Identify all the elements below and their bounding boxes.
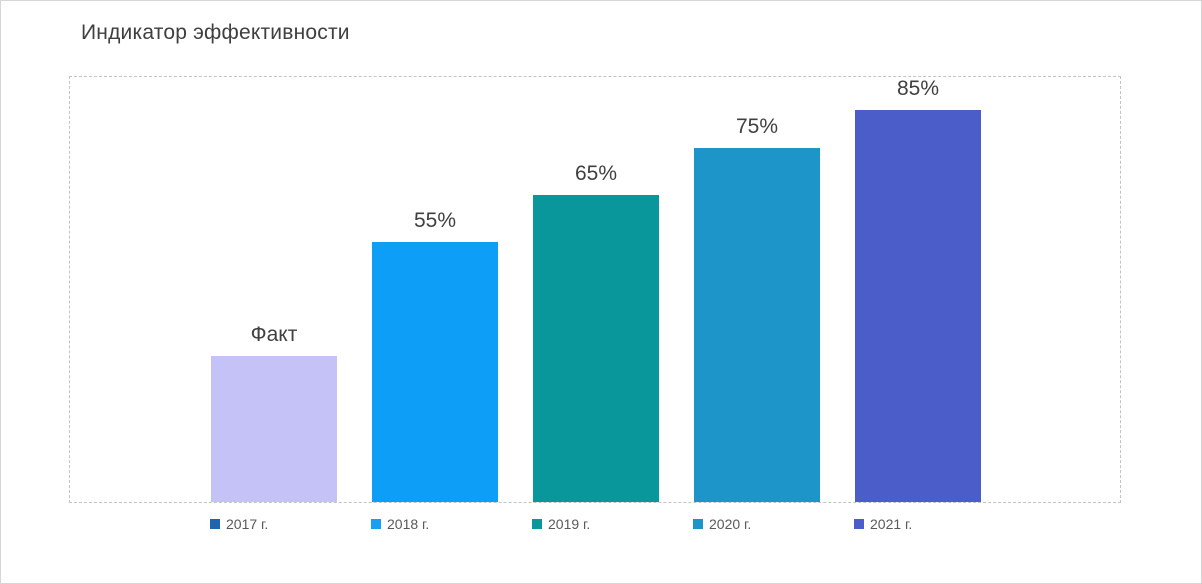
bar-value-label-2017: Факт [250, 322, 298, 346]
legend-label-2020: 2020 г. [709, 516, 752, 532]
legend-item-2018: 2018 г. [371, 516, 497, 532]
legend-label-2021: 2021 г. [870, 516, 913, 532]
bar-value-label-2019: 65% [574, 162, 618, 186]
legend-label-2017: 2017 г. [226, 516, 269, 532]
bar-group-2018: 55% [372, 77, 498, 502]
legend-label-2019: 2019 г. [548, 516, 591, 532]
legend-item-2020: 2020 г. [693, 516, 819, 532]
legend-swatch-icon [693, 519, 703, 529]
legend-swatch-icon [532, 519, 542, 529]
bar-value-label-2018: 55% [413, 209, 457, 233]
plot-area: Факт 55% 65% 75% 85% [69, 76, 1121, 503]
bar-group-2021: 85% [855, 77, 981, 502]
legend-item-2017: 2017 г. [210, 516, 336, 532]
chart-title: Индикатор эффективности [81, 21, 350, 44]
bar-value-label-2020: 75% [735, 114, 779, 138]
legend-item-2021: 2021 г. [854, 516, 980, 532]
bar-value-label-2021: 85% [896, 77, 940, 100]
bar-group-2019: 65% [533, 77, 659, 502]
chart-legend: 2017 г. 2018 г. 2019 г. 2020 г. 2021 г. [69, 516, 1121, 532]
legend-swatch-icon [854, 519, 864, 529]
legend-swatch-icon [210, 519, 220, 529]
bar-group-2020: 75% [694, 77, 820, 502]
legend-item-2019: 2019 г. [532, 516, 658, 532]
bar-group-2017: Факт [211, 77, 337, 502]
bar-2019 [533, 195, 659, 502]
bar-2021 [855, 110, 981, 502]
bar-2018 [372, 242, 498, 502]
bar-2017 [211, 355, 337, 502]
bar-2020 [694, 147, 820, 502]
legend-swatch-icon [371, 519, 381, 529]
legend-label-2018: 2018 г. [387, 516, 430, 532]
